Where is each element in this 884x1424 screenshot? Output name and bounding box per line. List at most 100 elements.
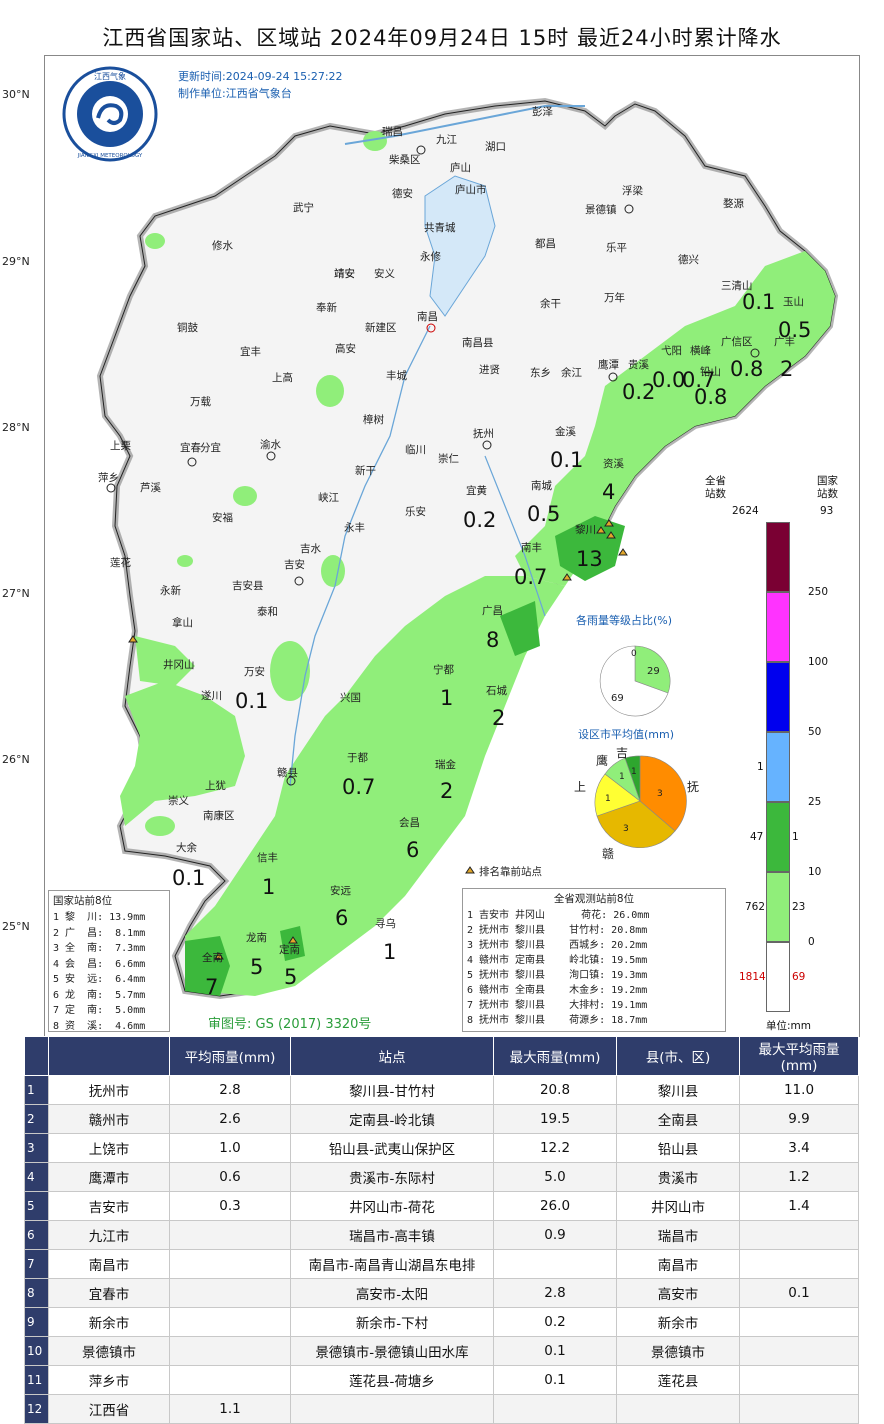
place-label: 进贤 (479, 364, 500, 376)
jiangxi-meteorology-logo: 江西气象 JIANGXI METEOROLOGY (62, 66, 158, 162)
place-label: 会昌 (399, 817, 420, 829)
place-label: 武宁 (293, 202, 314, 214)
table-cell: 9.9 (739, 1104, 859, 1134)
row-index: 3 (24, 1133, 49, 1163)
rank-marker (288, 936, 298, 944)
rainfall-value-label: 0.1 (742, 290, 776, 314)
place-label: 赣县 (277, 767, 298, 779)
table-cell (169, 1278, 291, 1308)
table-cell: 井冈山市 (616, 1191, 740, 1221)
rain-zone-west (135, 636, 195, 686)
place-label: 井冈山 (163, 659, 195, 671)
national-top8-box: 国家站前8位 1 黎 川: 13.9mm 2 广 昌: 8.1mm 3 全 南:… (48, 890, 170, 1032)
river-fuhe (484, 455, 546, 617)
table-cell: 贵溪市-东际村 (290, 1162, 494, 1192)
map-title: 江西省国家站、区域站 2024年09月24日 15时 最近24小时累计降水 (102, 26, 782, 50)
table-cell: 上饶市 (48, 1133, 170, 1163)
city-pie-title: 设区市平均值(mm) (578, 728, 675, 741)
table-cell: 宜春市 (48, 1278, 170, 1308)
table-cell (739, 1307, 859, 1337)
table-cell: 5.0 (493, 1162, 617, 1192)
svg-text:0: 0 (631, 649, 637, 659)
ranking-legend: 排名靠前站点 (479, 866, 542, 878)
row-index: 10 (24, 1336, 49, 1366)
rain-patch (233, 486, 257, 506)
table-cell: 南昌市-南昌青山湖昌东电排 (290, 1249, 494, 1279)
place-label: 都昌 (535, 238, 556, 250)
place-label: 宁都 (433, 664, 454, 676)
table-cell: 0.9 (493, 1220, 617, 1250)
table-row: 2 赣州市 2.6 定南县-岭北镇 19.5 全南县 9.9 (24, 1104, 859, 1134)
place-label: 德安 (392, 188, 413, 200)
province-top8-row: 6 赣州市 全南县 木金乡: 19.2mm (467, 985, 648, 996)
map-frame[interactable]: 29 69 0 3 3 1 1 1 (44, 55, 860, 1037)
national-top8-row: 1 黎 川: 13.9mm (53, 912, 146, 923)
rainfall-value-label: 2 (780, 357, 794, 381)
scale-threshold: 10 (808, 866, 822, 878)
table-header: 平均雨量(mm) (169, 1036, 291, 1076)
table-cell: 景德镇市 (48, 1336, 170, 1366)
place-label: 浮梁 (622, 185, 643, 197)
table-cell (290, 1394, 494, 1424)
scale-bin (766, 802, 790, 872)
pie-label: 鹰 (596, 754, 609, 768)
city-marker-yichun (187, 457, 197, 467)
lat-label: 30°N (2, 88, 30, 101)
province-top8-row: 4 赣州市 定南县 岭北镇: 19.5mm (467, 955, 648, 966)
rainfall-value-label: 2 (440, 779, 454, 803)
province-top8-box: 全省观测站前8位 1 吉安市 井冈山 荷花: 26.0mm 2 抚州市 黎川县 … (462, 888, 726, 1032)
place-label: 宜黄 (466, 485, 487, 497)
table-cell: 新余市 (48, 1307, 170, 1337)
scale-bin (766, 732, 790, 802)
place-label: 景德镇 (585, 204, 617, 216)
rainfall-value-label: 0.0 (652, 368, 686, 392)
place-label: 定南 (279, 944, 300, 956)
place-label: 瑞金 (435, 759, 456, 771)
table-cell: 九江市 (48, 1220, 170, 1250)
place-label: 临川 (405, 444, 426, 456)
table-cell: 鹰潭市 (48, 1162, 170, 1192)
place-label: 崇仁 (438, 453, 459, 465)
table-cell: 高安市-太阳 (290, 1278, 494, 1308)
rainfall-value-label: 6 (406, 838, 420, 862)
table-row: 8 宜春市 高安市-太阳 2.8 高安市 0.1 (24, 1278, 859, 1308)
place-label: 婺源 (723, 198, 744, 210)
row-index: 6 (24, 1220, 49, 1250)
row-index: 1 (24, 1075, 49, 1105)
table-header (24, 1036, 49, 1076)
place-label: 玉山 (783, 296, 804, 308)
table-cell (616, 1394, 740, 1424)
scale-bin (766, 592, 790, 662)
table-cell: 0.3 (169, 1191, 291, 1221)
rainfall-value-label: 0.8 (694, 385, 728, 409)
rainfall-value-label: 0.7 (514, 565, 548, 589)
rank-marker (214, 952, 224, 960)
place-label: 莲花 (110, 557, 131, 569)
row-index: 4 (24, 1162, 49, 1192)
table-row: 6 九江市 瑞昌市-高丰镇 0.9 瑞昌市 (24, 1220, 859, 1250)
scale-unit: 单位:mm (766, 1020, 811, 1032)
table-cell: 黎川县-甘竹村 (290, 1075, 494, 1105)
place-label: 安远 (330, 885, 351, 897)
jiangxi-rain-map[interactable] (45, 56, 859, 1036)
place-label: 铅山 (700, 366, 721, 378)
place-label: 芦溪 (140, 482, 161, 494)
national-top8-title: 国家站前8位 (53, 895, 113, 907)
table-cell: 19.5 (493, 1104, 617, 1134)
city-marker-pingxiang (106, 483, 116, 493)
place-label: 新建区 (365, 322, 397, 334)
table-row: 12 江西省 1.1 (24, 1394, 859, 1424)
table-cell: 20.8 (493, 1075, 617, 1105)
place-label: 全南 (202, 952, 223, 964)
update-time: 更新时间:2024-09-24 15:27:22 (178, 70, 343, 83)
rain-patch (145, 816, 175, 836)
pie-label: 吉 (616, 746, 629, 760)
table-cell (739, 1249, 859, 1279)
national-top8-row: 3 全 南: 7.3mm (53, 943, 146, 954)
lake-poyang (424, 175, 496, 317)
place-label: 遂川 (201, 690, 222, 702)
place-label: 湖口 (485, 141, 506, 153)
city-marker-yingtan (608, 372, 618, 382)
river-ganjiang (289, 325, 431, 787)
svg-text:29: 29 (647, 666, 660, 677)
